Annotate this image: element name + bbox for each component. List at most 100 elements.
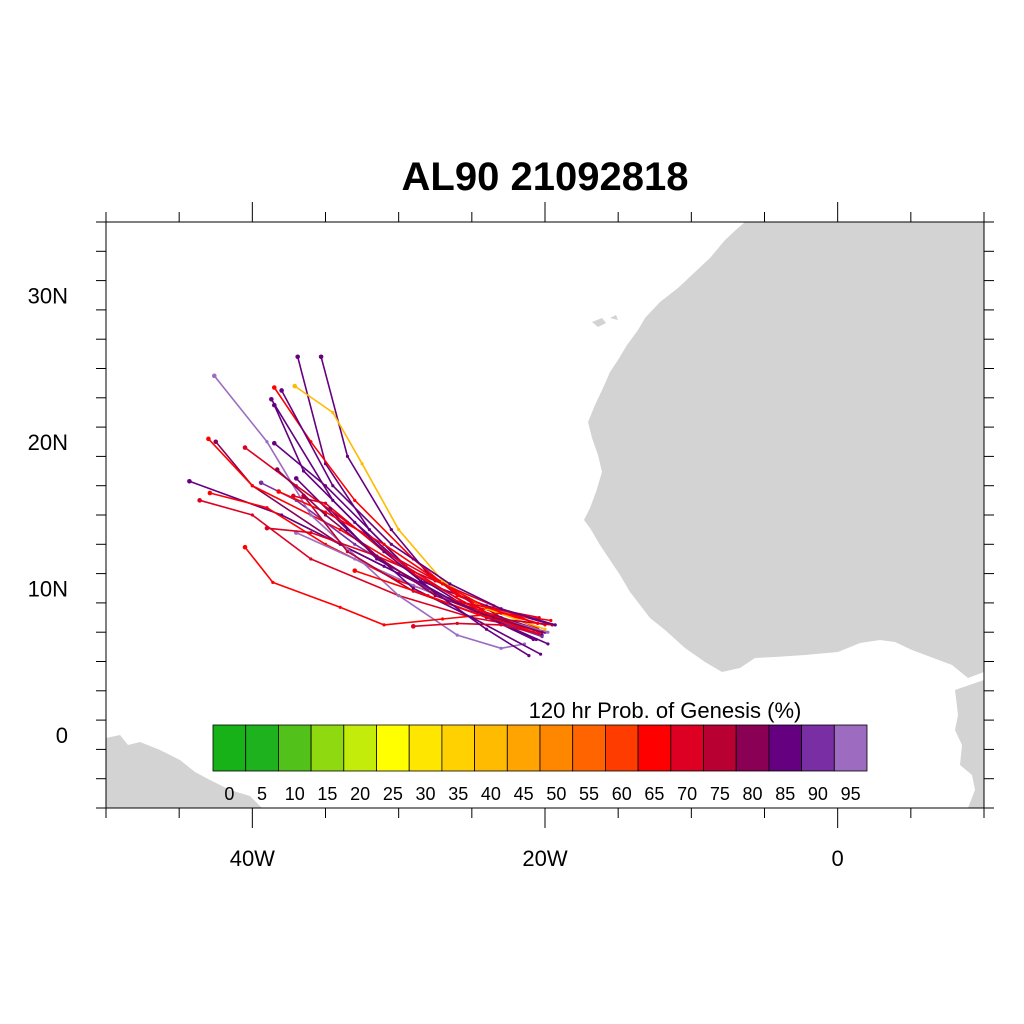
track-point — [271, 385, 277, 390]
colorbar-label: 90 — [808, 784, 828, 804]
track-point — [537, 632, 541, 636]
track-point — [250, 484, 254, 488]
track-point — [367, 528, 371, 532]
colorbar-swatch — [343, 724, 377, 772]
track-point — [187, 479, 192, 484]
storm-track — [211, 373, 527, 650]
colorbar-label: 60 — [612, 784, 632, 804]
track-point — [540, 630, 544, 634]
axis-ticks — [96, 202, 994, 828]
lat-tick-label: 30N — [28, 283, 68, 308]
colorbar-swatch — [801, 724, 835, 772]
west-africa-land — [584, 222, 984, 678]
track-point — [537, 615, 541, 620]
track-point — [271, 580, 275, 584]
track-point — [274, 467, 280, 472]
canary-island — [610, 315, 618, 320]
track-point — [353, 498, 357, 502]
track-point — [546, 630, 550, 634]
canary-island — [592, 318, 606, 327]
track-point — [211, 373, 217, 379]
track-point — [389, 542, 393, 546]
track-point — [265, 506, 269, 510]
lat-tick-label: 10N — [28, 576, 68, 601]
track-point — [309, 513, 313, 517]
track-point — [499, 646, 503, 650]
colorbar-label: 75 — [710, 784, 730, 804]
colorbar-label: 40 — [481, 784, 501, 804]
track-point — [242, 445, 248, 450]
colorbar-swatch — [833, 724, 868, 772]
track-point — [382, 550, 386, 554]
colorbar-swatch — [408, 724, 443, 772]
track-point — [264, 525, 270, 531]
plot-title: AL90 21092818 — [402, 155, 689, 199]
track-point — [546, 642, 550, 646]
colorbar-label: 50 — [546, 784, 566, 804]
track-point — [250, 513, 254, 517]
track-point — [499, 607, 503, 611]
track-point — [323, 510, 328, 514]
track-point — [207, 490, 213, 496]
track-point — [331, 498, 335, 502]
track-point — [375, 554, 379, 558]
track-point — [411, 583, 415, 587]
track-point — [397, 593, 401, 598]
track-point — [448, 582, 452, 586]
track-point — [338, 528, 342, 532]
track-point — [433, 593, 437, 598]
track-point — [382, 564, 386, 568]
colorbar-swatch — [670, 724, 704, 772]
track-line — [280, 390, 556, 626]
track-point — [455, 621, 459, 626]
track-point — [426, 593, 430, 598]
track-point — [455, 633, 459, 637]
colorbar-title: 120 hr Prob. of Genesis (%) — [529, 698, 802, 723]
colorbar-swatch — [539, 724, 574, 772]
lat-tick-label: 0 — [56, 723, 68, 748]
colorbar-swatch — [441, 724, 475, 772]
lon-tick-label: 20W — [522, 846, 567, 871]
track-point — [353, 557, 357, 561]
colorbar-swatch — [703, 724, 737, 772]
track-point — [279, 388, 284, 393]
track-point — [484, 627, 489, 631]
track-point — [345, 454, 350, 458]
colorbar-label: 15 — [317, 784, 337, 804]
track-point — [411, 586, 415, 590]
track-point — [323, 501, 328, 505]
colorbar-label: 20 — [350, 784, 370, 804]
track-point — [213, 439, 219, 445]
track-point — [269, 396, 274, 402]
track-point — [440, 617, 445, 621]
colorbar-label: 70 — [677, 784, 697, 804]
colorbar-label: 45 — [514, 784, 534, 804]
track-point — [242, 544, 248, 550]
track-point — [462, 601, 467, 605]
colorbar-swatch — [572, 724, 606, 772]
track-point — [375, 557, 379, 561]
colorbar-swatch — [212, 724, 247, 772]
track-point — [411, 624, 416, 629]
track-point — [360, 462, 364, 466]
colorbar-label: 5 — [257, 784, 267, 804]
colorbar-label: 85 — [775, 784, 795, 804]
colorbar-swatch — [277, 724, 312, 772]
track-point — [271, 440, 277, 446]
track-point — [309, 557, 313, 561]
track-point — [301, 469, 306, 473]
track-point — [206, 436, 211, 442]
colorbar-swatch — [637, 724, 672, 772]
track-layer — [187, 354, 557, 658]
storm-track — [269, 396, 531, 658]
track-point — [397, 528, 401, 532]
track-point — [353, 542, 357, 546]
colorbar-label: 55 — [579, 784, 599, 804]
colorbar-label: 95 — [841, 784, 861, 804]
track-point — [382, 542, 386, 546]
track-point — [338, 605, 342, 609]
storm-track — [279, 388, 557, 627]
lon-tick-label: 40W — [230, 846, 275, 871]
track-point — [404, 564, 408, 568]
